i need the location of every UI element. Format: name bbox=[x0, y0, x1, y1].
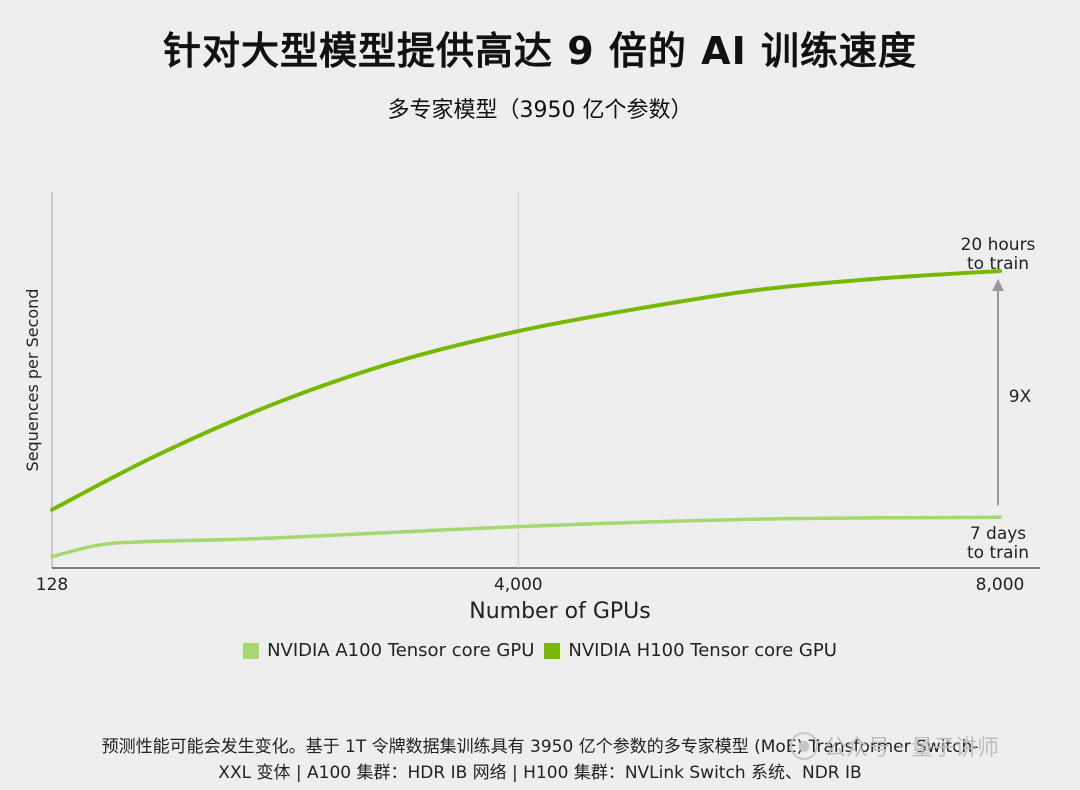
annotation-top-line-1: to train bbox=[967, 254, 1029, 274]
speedup-label: 9X bbox=[1009, 387, 1032, 407]
annotation-top-line-0: 20 hours bbox=[961, 235, 1036, 255]
legend-label-h100: NVIDIA H100 Tensor core GPU bbox=[568, 640, 837, 661]
annotation-bottom-line-1: to train bbox=[967, 543, 1029, 563]
legend-item-a100: NVIDIA A100 Tensor core GPU bbox=[243, 640, 534, 661]
legend-swatch-a100 bbox=[243, 642, 260, 659]
wechat-icon: ● bbox=[790, 732, 818, 760]
footnote-line-2: XXL 变体 | A100 集群：HDR IB 网络 | H100 集群：NVL… bbox=[218, 763, 862, 783]
x-tick-label-0: 128 bbox=[36, 575, 68, 595]
legend-label-a100: NVIDIA A100 Tensor core GPU bbox=[267, 640, 535, 661]
footnote-line-1: 预测性能可能会发生变化。基于 1T 令牌数据集训练具有 3950 亿个参数的多专… bbox=[101, 737, 979, 757]
speedup-arrow-head bbox=[992, 278, 1004, 291]
x-tick-label-1: 4,000 bbox=[494, 575, 543, 595]
series-line-h100 bbox=[50, 268, 1002, 512]
x-axis-label: Number of GPUs bbox=[469, 599, 650, 624]
legend-swatch-h100 bbox=[544, 642, 561, 659]
watermark: ● 公众号 · 量子讲师 bbox=[790, 730, 999, 762]
annotation-bottom-line-0: 7 days bbox=[970, 524, 1026, 544]
legend-item-h100: NVIDIA H100 Tensor core GPU bbox=[544, 640, 837, 661]
footnote: 预测性能可能会发生变化。基于 1T 令牌数据集训练具有 3950 亿个参数的多专… bbox=[20, 734, 1060, 786]
x-tick-label-2: 8,000 bbox=[976, 575, 1025, 595]
chart-title: 针对大型模型提供高达 9 倍的 AI 训练速度 bbox=[163, 29, 917, 73]
chart-subtitle: 多专家模型（3950 亿个参数） bbox=[387, 98, 693, 123]
line-chart: 128 4,000 8,000 Number of GPUs Sequences per… bbox=[23, 192, 1040, 624]
watermark-text: 公众号 · 量子讲师 bbox=[824, 736, 999, 761]
series-line-a100 bbox=[50, 515, 1002, 559]
legend: NVIDIA A100 Tensor core GPU NVIDIA H100 … bbox=[0, 640, 1080, 661]
y-axis-label: Sequences per Second bbox=[23, 289, 42, 472]
